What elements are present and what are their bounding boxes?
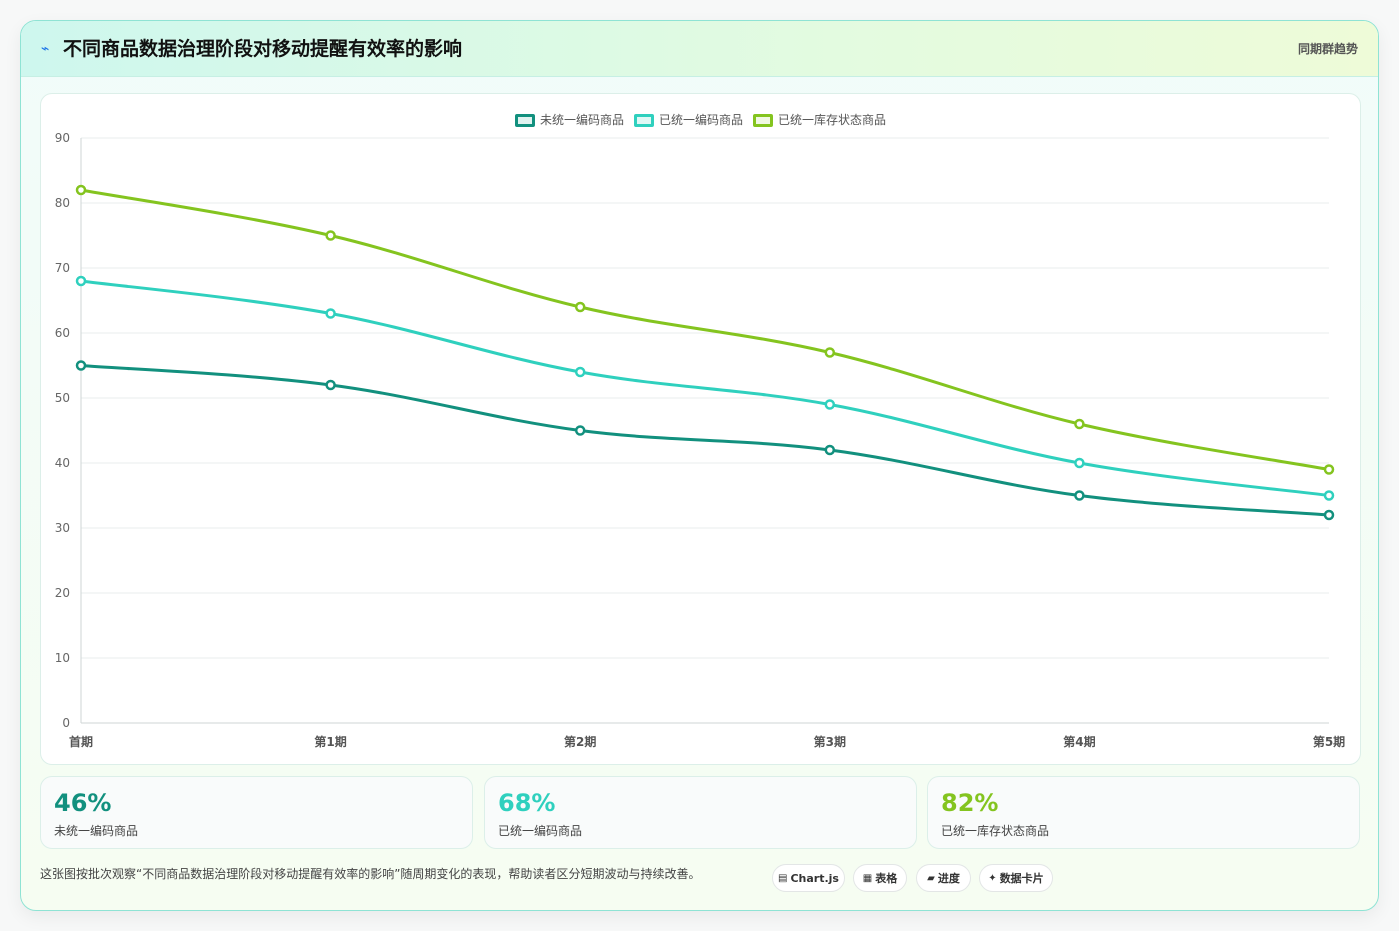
stat-value-0: 46%	[54, 789, 112, 817]
data-point-0-0	[75, 360, 87, 371]
stat-label-1: 已统一编码商品	[498, 824, 583, 838]
legend-label-1: 已统一编码商品	[658, 113, 743, 127]
data-point-0-4	[1074, 490, 1085, 501]
pill-label-2: 进度	[937, 872, 960, 885]
legend-label-2: 已统一库存状态商品	[778, 113, 887, 127]
x-tick-label-4: 第4期	[1063, 734, 1095, 749]
legend-swatch-0	[514, 113, 535, 127]
chart-area: 未统一编码商品 已统一编码商品 已统一库存状态商品 0 10 20 30 40 50 60 7…	[40, 93, 1361, 765]
data-point-1-1	[325, 308, 336, 319]
legend-item-2[interactable]: 已统一库存状态商品	[753, 112, 886, 128]
header-right-label: 同期群趋势	[1297, 42, 1358, 56]
card-header: ⌁ 不同商品数据治理阶段对移动提醒有效率的影响 同期群趋势	[21, 21, 1378, 77]
pill-data-cards[interactable]: ✦ 数据卡片	[979, 864, 1053, 892]
data-point-0-2	[574, 425, 586, 436]
pill-progress[interactable]: ▰ 进度	[916, 864, 971, 892]
data-point-2-5	[1323, 464, 1335, 475]
line-chart: 0 10 20 30 40 50 60 70 80 90 首期 第1期 第2期 第3期 第4期 第5期	[55, 131, 1345, 749]
sparkle-icon: ✦	[988, 872, 997, 884]
data-point-2-4	[1074, 418, 1085, 430]
data-point-1-3	[824, 399, 836, 410]
y-tick-label-2: 20	[55, 586, 70, 600]
y-tick-label-1: 10	[55, 651, 70, 665]
data-point-0-5	[1323, 509, 1335, 521]
legend-swatch-1	[633, 113, 654, 127]
series-line-2	[80, 188, 1330, 471]
x-tick-label-1: 第1期	[314, 734, 346, 749]
stat-card-1: 68% 已统一编码商品	[484, 776, 917, 849]
data-point-0-3	[824, 444, 836, 456]
chart-icon: ▤	[778, 872, 788, 884]
y-tick-label-9: 90	[55, 131, 70, 145]
pill-label-1: 表格	[875, 872, 898, 885]
data-point-2-3	[824, 347, 836, 358]
y-tick-label-6: 60	[55, 326, 70, 340]
data-point-1-4	[1074, 457, 1085, 469]
data-point-0-1	[325, 379, 336, 391]
y-tick-label-3: 30	[55, 521, 70, 535]
x-tick-label-5: 第5期	[1313, 734, 1345, 749]
stat-label-0: 未统一编码商品	[54, 824, 139, 838]
progress-icon: ▰	[927, 872, 935, 884]
data-point-1-5	[1323, 490, 1335, 501]
pill-label-0: Chart.js	[790, 871, 839, 885]
data-point-2-0	[75, 184, 87, 196]
chart-legend: 未统一编码商品 已统一编码商品 已统一库存状态商品	[41, 112, 1360, 128]
data-point-1-2	[574, 366, 586, 378]
pill-chartjs[interactable]: ▤ Chart.js	[772, 864, 845, 892]
stat-card-2: 82% 已统一库存状态商品	[927, 776, 1360, 849]
legend-item-0[interactable]: 未统一编码商品	[514, 112, 624, 128]
pill-label-3: 数据卡片	[999, 872, 1044, 885]
stat-value-2: 82%	[941, 789, 999, 817]
chart-card: ⌁ 不同商品数据治理阶段对移动提醒有效率的影响 同期群趋势 未统一编码商品 已统…	[20, 20, 1379, 911]
y-tick-label-0: 0	[62, 716, 70, 730]
x-tick-label-0: 首期	[69, 734, 93, 749]
bolt-icon: ⌁	[41, 41, 50, 57]
stat-card-0: 46% 未统一编码商品	[40, 776, 473, 849]
y-tick-label-5: 50	[55, 391, 70, 405]
data-point-2-1	[325, 230, 336, 241]
stat-value-1: 68%	[498, 789, 556, 817]
data-point-1-0	[75, 275, 87, 287]
page-title: 不同商品数据治理阶段对移动提醒有效率的影响	[63, 38, 463, 60]
legend-swatch-2	[753, 113, 773, 127]
x-tick-label-2: 第2期	[564, 734, 596, 749]
stat-label-2: 已统一库存状态商品	[941, 824, 1050, 838]
legend-item-1[interactable]: 已统一编码商品	[633, 112, 743, 128]
chart-note: 这张图按批次观察“不同商品数据治理阶段对移动提醒有效率的影响”随周期变化的表现，…	[40, 867, 701, 881]
y-tick-label-7: 70	[55, 261, 70, 275]
legend-label-0: 未统一编码商品	[539, 113, 624, 127]
table-icon: ▦	[862, 872, 873, 884]
pill-table[interactable]: ▦ 表格	[853, 864, 907, 892]
series-line-1	[80, 279, 1330, 497]
y-tick-label-8: 80	[55, 196, 70, 210]
series-line-0	[80, 364, 1330, 517]
data-point-2-2	[574, 301, 586, 313]
x-tick-label-3: 第3期	[814, 734, 846, 749]
y-tick-label-4: 40	[55, 456, 70, 470]
